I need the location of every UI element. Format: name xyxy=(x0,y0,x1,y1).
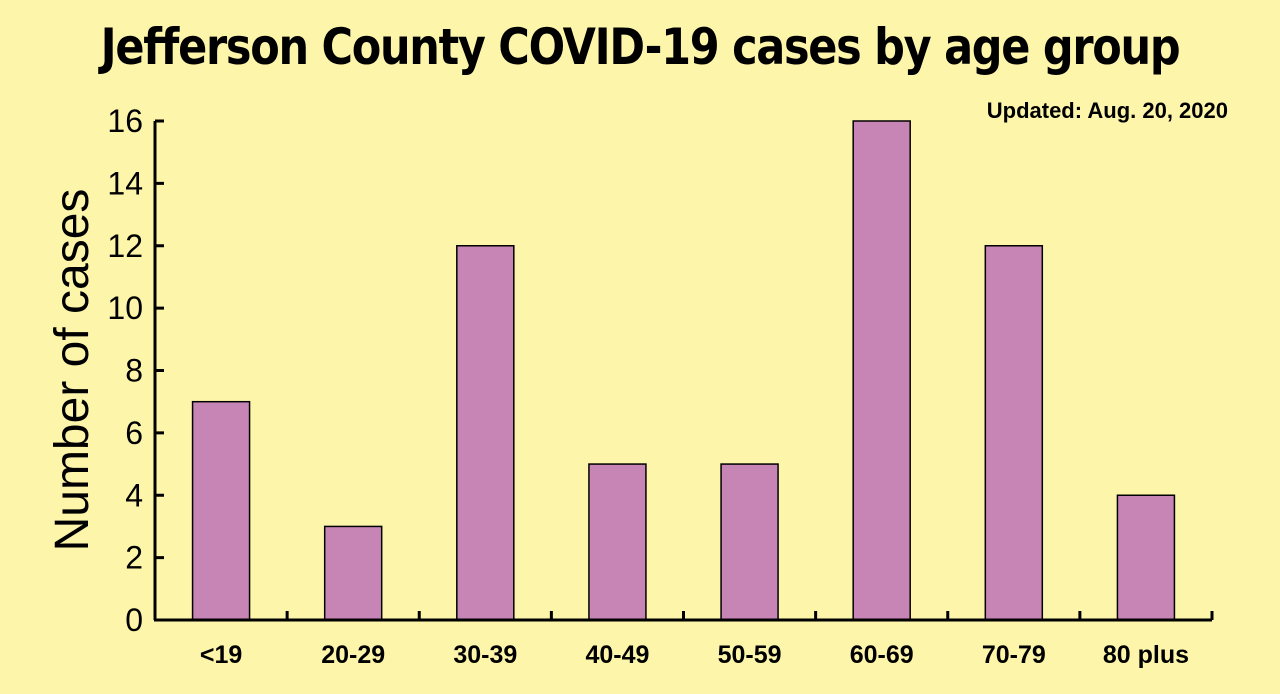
y-tick-label: 16 xyxy=(107,103,143,139)
bar-80 plus xyxy=(1116,494,1176,621)
bar-60-69 xyxy=(852,120,911,621)
x-tick-label: 40-49 xyxy=(585,641,649,669)
x-tick-label: 50-59 xyxy=(718,641,782,669)
bar-70-79 xyxy=(984,245,1044,621)
x-tick-label: 20-29 xyxy=(321,641,385,669)
chart-subtitle: Updated: Aug. 20, 2020 xyxy=(986,98,1228,123)
x-tick-label: <19 xyxy=(200,641,242,669)
bar-20-29 xyxy=(323,525,383,621)
y-tick-label: 4 xyxy=(125,477,143,513)
chart-title: Jefferson County COVID-19 cases by age g… xyxy=(100,18,1181,76)
bar-40-49 xyxy=(588,463,647,621)
x-tick-label: 70-79 xyxy=(982,641,1046,669)
y-tick-label: 6 xyxy=(125,415,143,451)
y-axis-label: Number of cases xyxy=(46,189,99,552)
y-tick-label: 10 xyxy=(107,290,143,326)
x-tick-label: 80 plus xyxy=(1103,641,1189,669)
y-tick-label: 8 xyxy=(125,353,143,389)
x-tick-label: 30-39 xyxy=(453,641,517,669)
bar-<19 xyxy=(191,400,251,621)
y-tick-label: 12 xyxy=(107,228,143,264)
bar-50-59 xyxy=(720,463,779,621)
bar-30-39 xyxy=(456,245,515,621)
y-tick-label: 0 xyxy=(125,602,143,638)
x-tick-label: 60-69 xyxy=(850,641,914,669)
y-tick-label: 2 xyxy=(125,540,143,576)
y-tick-label: 14 xyxy=(107,165,143,201)
